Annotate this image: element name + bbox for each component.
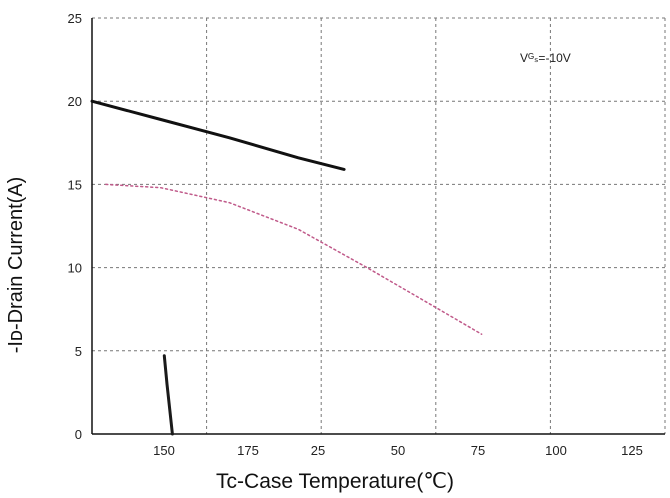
y-axis-label: -Iᴅ-Drain Current(A) — [5, 177, 27, 354]
x-tick-label-2: 25 — [311, 443, 325, 458]
y-tick-label-1: 5 — [75, 344, 82, 359]
x-tick-label-6: 125 — [621, 443, 643, 458]
y-tick-label-3: 15 — [68, 177, 82, 192]
x-tick-label-5: 100 — [545, 443, 567, 458]
y-tick-label-0: 0 — [75, 427, 82, 442]
x-axis-label: Tc-Case Temperature(℃) — [216, 470, 454, 493]
grid-lines — [91, 17, 666, 435]
x-tick-label-3: 50 — [391, 443, 405, 458]
annotation-vgs: Vᴳₛ=-10V — [520, 51, 571, 65]
axes — [91, 18, 665, 435]
x-tick-label-4: 75 — [471, 443, 485, 458]
x-tick-label-0: 150 — [153, 443, 175, 458]
y-tick-label-5: 25 — [68, 11, 82, 26]
series-lines — [90, 99, 483, 436]
y-tick-label-2: 10 — [68, 261, 82, 276]
series-line-1 — [105, 183, 483, 335]
y-tick-label-4: 20 — [68, 94, 82, 109]
tick-labels: 0 5 10 15 20 25 150 175 25 50 75 100 125 — [68, 11, 643, 458]
series-line-2 — [162, 354, 174, 436]
x-tick-label-1: 175 — [237, 443, 259, 458]
series-line-0 — [90, 99, 346, 171]
